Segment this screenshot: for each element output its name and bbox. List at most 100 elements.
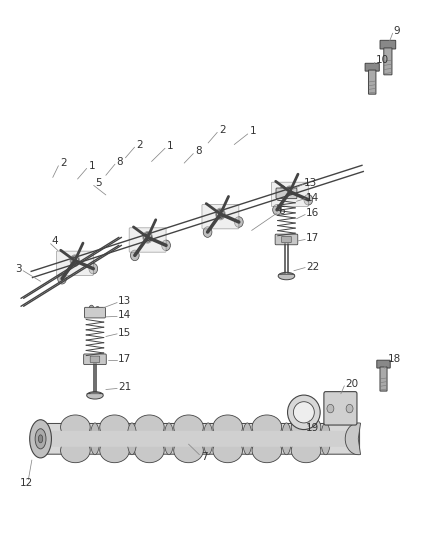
- Ellipse shape: [95, 306, 99, 311]
- Circle shape: [203, 227, 212, 237]
- Polygon shape: [87, 392, 103, 394]
- FancyBboxPatch shape: [377, 360, 390, 368]
- Text: 1: 1: [250, 126, 256, 136]
- Text: 2: 2: [219, 125, 226, 135]
- Ellipse shape: [30, 419, 51, 458]
- Text: 2: 2: [60, 158, 67, 168]
- Text: 1: 1: [88, 161, 95, 171]
- Ellipse shape: [100, 438, 129, 463]
- Ellipse shape: [213, 438, 243, 463]
- Ellipse shape: [71, 256, 79, 265]
- Ellipse shape: [39, 435, 43, 443]
- Text: 8: 8: [195, 146, 201, 156]
- Ellipse shape: [174, 415, 203, 439]
- Circle shape: [162, 240, 170, 251]
- Ellipse shape: [203, 423, 213, 455]
- Text: 21: 21: [118, 382, 131, 392]
- Text: 17: 17: [118, 354, 131, 364]
- Ellipse shape: [127, 423, 137, 455]
- FancyBboxPatch shape: [368, 70, 376, 94]
- Ellipse shape: [243, 423, 252, 455]
- Ellipse shape: [281, 186, 285, 191]
- Ellipse shape: [293, 402, 314, 423]
- Text: 9: 9: [393, 26, 400, 36]
- Polygon shape: [278, 273, 295, 274]
- Ellipse shape: [89, 305, 94, 311]
- Text: 6: 6: [278, 206, 284, 216]
- Text: 3: 3: [15, 264, 22, 274]
- FancyBboxPatch shape: [365, 63, 379, 71]
- Ellipse shape: [216, 209, 224, 219]
- Ellipse shape: [288, 395, 320, 430]
- Text: 12: 12: [20, 478, 33, 488]
- Ellipse shape: [60, 438, 90, 463]
- Ellipse shape: [143, 231, 152, 243]
- Text: 19: 19: [306, 423, 319, 433]
- Ellipse shape: [213, 415, 243, 439]
- FancyBboxPatch shape: [384, 48, 392, 75]
- Ellipse shape: [87, 392, 103, 399]
- FancyBboxPatch shape: [202, 205, 239, 229]
- Circle shape: [89, 263, 98, 274]
- FancyBboxPatch shape: [272, 182, 308, 207]
- Ellipse shape: [134, 415, 164, 439]
- FancyBboxPatch shape: [39, 423, 360, 454]
- Text: 8: 8: [117, 157, 124, 166]
- Ellipse shape: [252, 415, 282, 439]
- Ellipse shape: [60, 415, 90, 439]
- FancyBboxPatch shape: [57, 251, 93, 276]
- FancyBboxPatch shape: [282, 236, 291, 243]
- Circle shape: [234, 217, 243, 228]
- Ellipse shape: [321, 423, 330, 455]
- FancyBboxPatch shape: [380, 41, 396, 49]
- Ellipse shape: [90, 423, 100, 455]
- Ellipse shape: [134, 438, 164, 463]
- FancyBboxPatch shape: [276, 188, 297, 199]
- Ellipse shape: [252, 438, 282, 463]
- FancyBboxPatch shape: [129, 228, 166, 252]
- Ellipse shape: [100, 415, 129, 439]
- Ellipse shape: [291, 415, 321, 439]
- Ellipse shape: [35, 429, 46, 449]
- Text: 15: 15: [118, 328, 131, 338]
- FancyBboxPatch shape: [40, 431, 359, 447]
- Text: 1: 1: [167, 141, 173, 151]
- Ellipse shape: [282, 423, 291, 455]
- Circle shape: [346, 405, 353, 413]
- Ellipse shape: [164, 423, 174, 455]
- Text: 17: 17: [306, 233, 319, 244]
- Text: 18: 18: [388, 354, 401, 364]
- Wedge shape: [345, 423, 360, 455]
- Circle shape: [304, 195, 313, 205]
- Ellipse shape: [287, 187, 291, 192]
- Ellipse shape: [174, 438, 203, 463]
- Text: 20: 20: [345, 379, 358, 389]
- Ellipse shape: [291, 438, 321, 463]
- Ellipse shape: [215, 208, 225, 220]
- Text: 16: 16: [306, 208, 319, 219]
- Ellipse shape: [70, 255, 80, 266]
- Ellipse shape: [285, 186, 295, 198]
- Ellipse shape: [144, 232, 152, 242]
- FancyBboxPatch shape: [90, 356, 100, 362]
- Circle shape: [58, 273, 67, 284]
- Text: 7: 7: [201, 453, 208, 463]
- Text: 10: 10: [376, 55, 389, 64]
- Circle shape: [131, 250, 139, 261]
- Text: 5: 5: [95, 177, 102, 188]
- Text: 22: 22: [306, 262, 319, 271]
- Text: 2: 2: [136, 140, 143, 150]
- Circle shape: [273, 205, 281, 215]
- FancyBboxPatch shape: [85, 308, 106, 318]
- Text: 13: 13: [304, 177, 317, 188]
- FancyBboxPatch shape: [84, 354, 106, 365]
- FancyBboxPatch shape: [275, 234, 298, 245]
- FancyBboxPatch shape: [324, 392, 357, 425]
- Text: 14: 14: [306, 192, 319, 203]
- Text: 13: 13: [118, 296, 131, 306]
- Circle shape: [327, 405, 334, 413]
- Text: 14: 14: [118, 310, 131, 320]
- Text: 4: 4: [51, 236, 58, 246]
- Ellipse shape: [286, 187, 294, 197]
- FancyBboxPatch shape: [380, 367, 387, 391]
